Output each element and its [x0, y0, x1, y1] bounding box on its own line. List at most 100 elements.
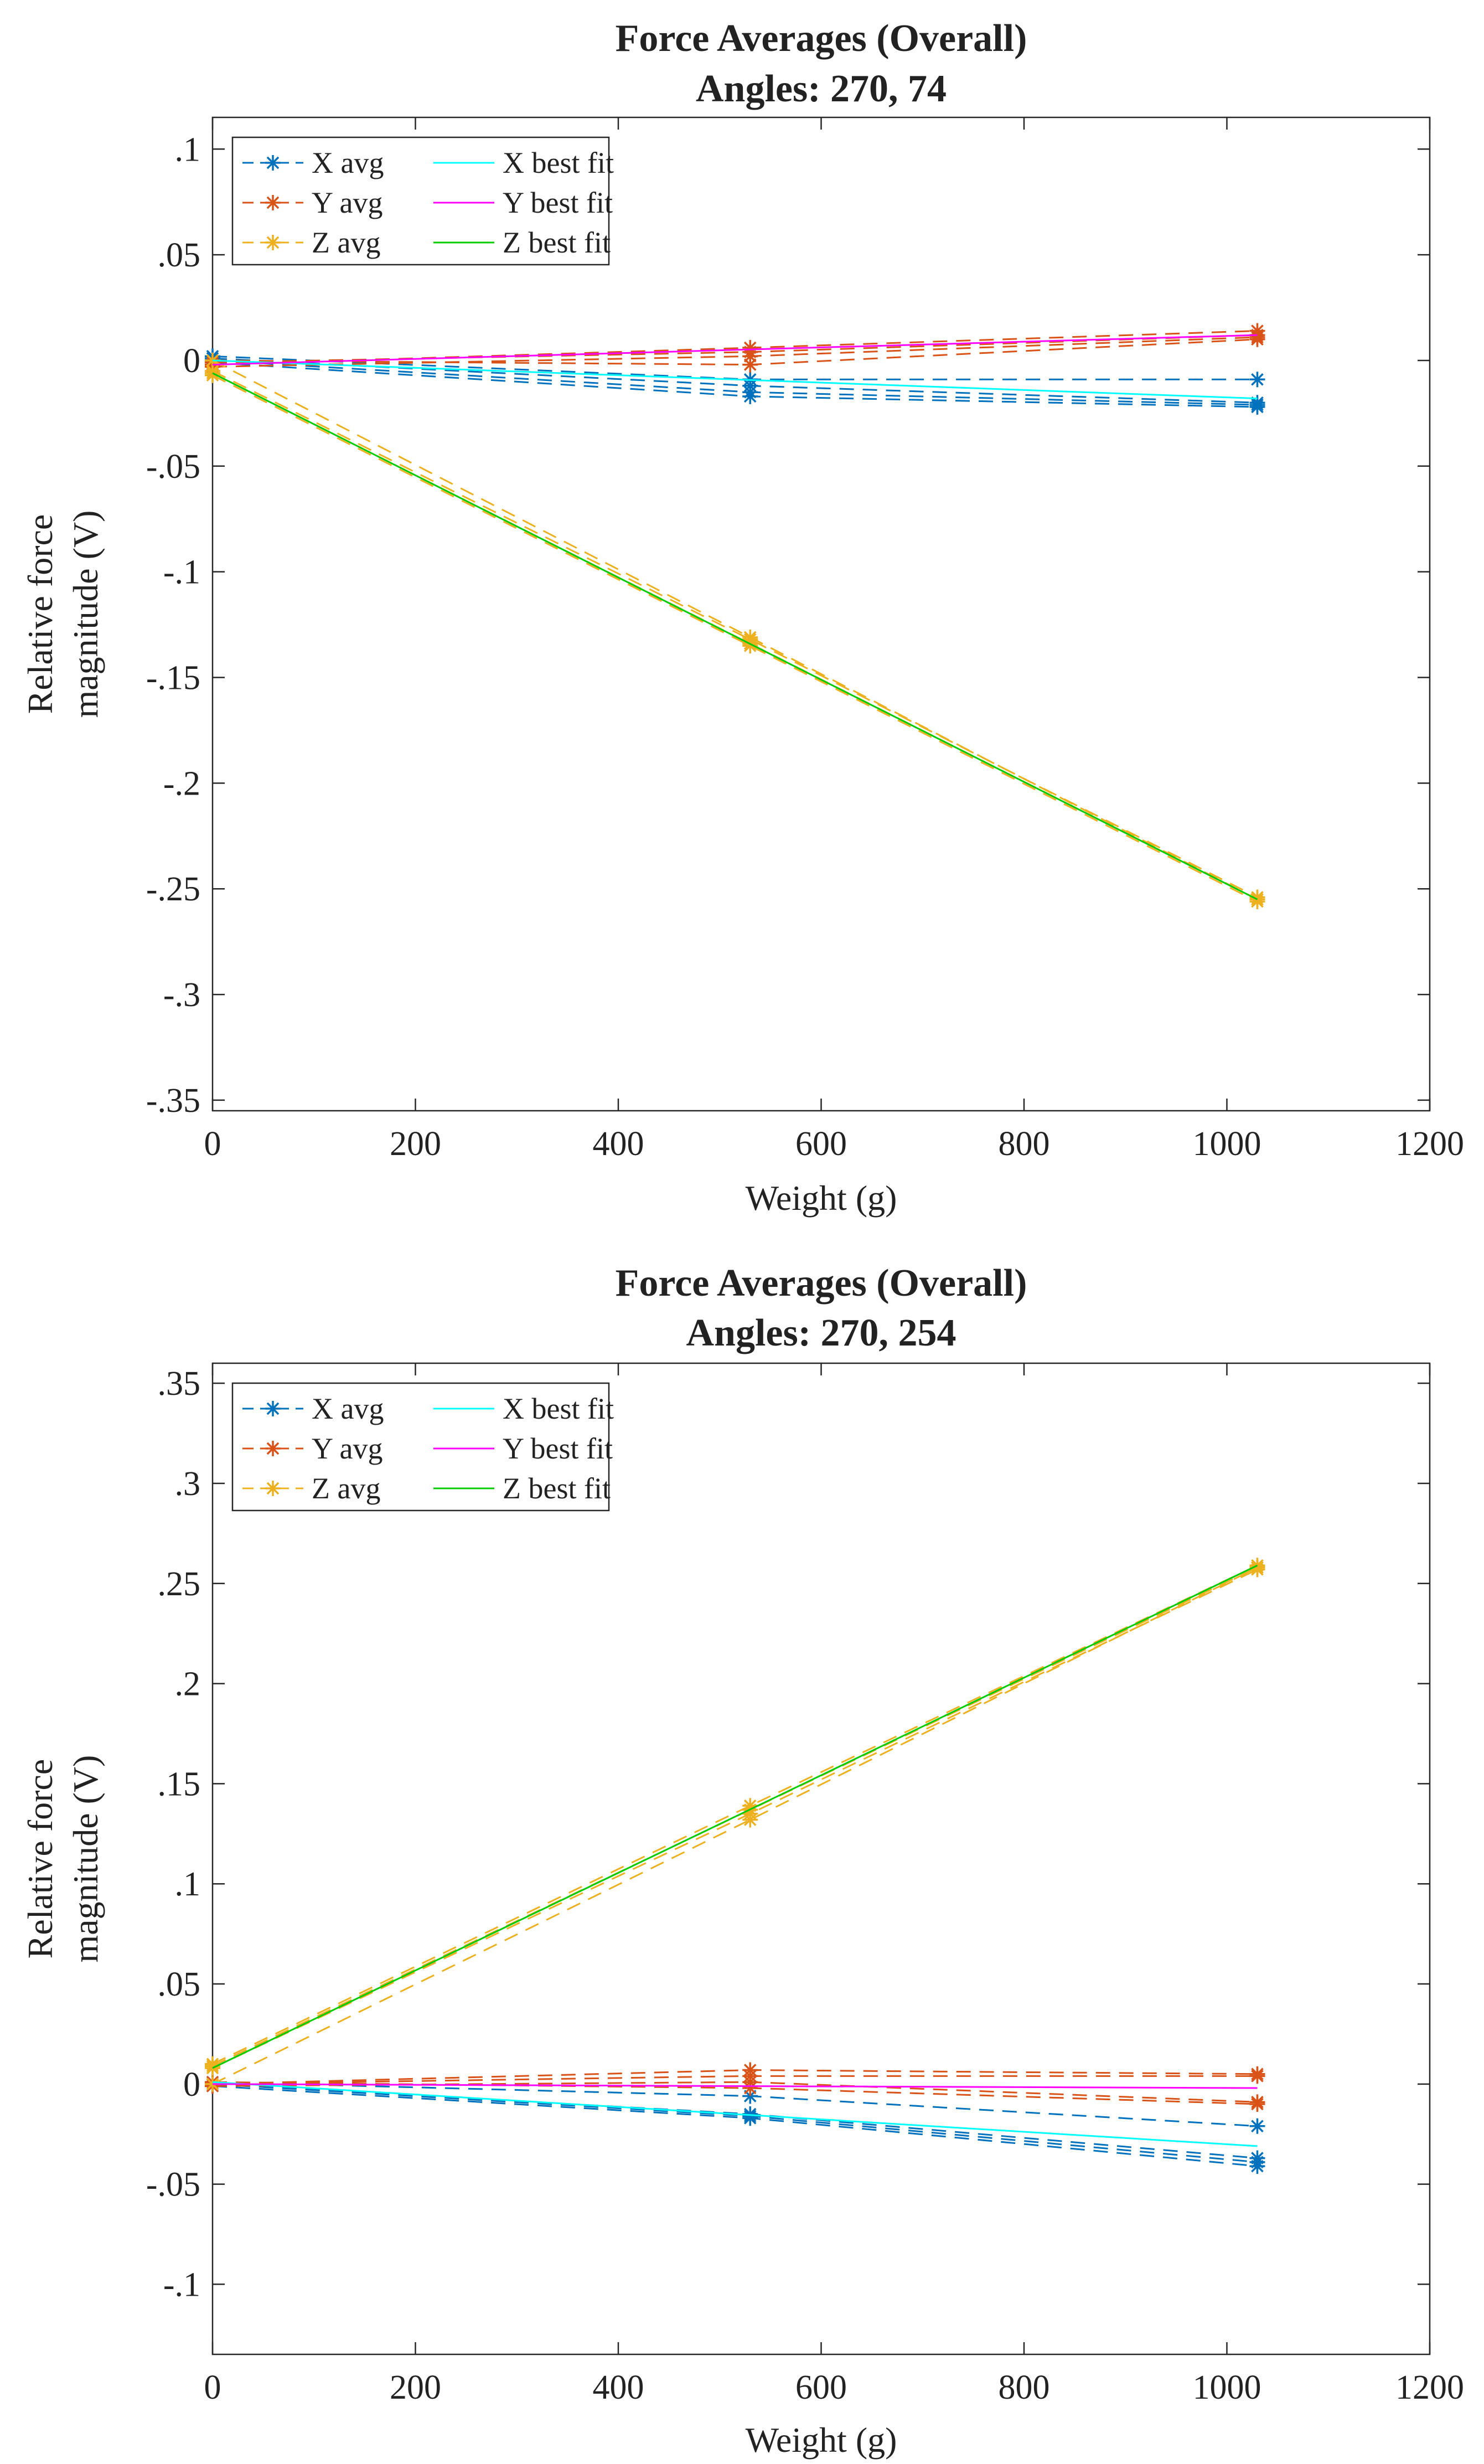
data-point-marker [742, 629, 758, 645]
y-tick-label: .15 [158, 1765, 201, 1803]
series-line-x-best-fit [212, 359, 1258, 400]
plot-area [211, 1362, 1431, 2355]
chart-title: Force Averages (Overall) [616, 17, 1027, 60]
y-axis-label: Relative force magnitude (V) [20, 511, 105, 718]
legend: X avg Y avg Z avg X best fit Y best fit Z bes… [231, 1382, 614, 1512]
x-tick-label: 800 [999, 1125, 1050, 1163]
y-tick-label: 0 [183, 342, 200, 380]
x-axis-label: Weight (g) [746, 1178, 897, 1218]
legend-label: X avg [312, 1392, 384, 1425]
data-point-marker [742, 388, 758, 404]
data-point-marker [1249, 2096, 1265, 2112]
data-point-marker [1249, 2118, 1265, 2134]
y-tick-label: .1 [175, 1865, 201, 1903]
y-tick-label: -.1 [163, 2266, 200, 2303]
legend-item-z-best-fit: Z best fit [433, 226, 611, 259]
legend-item-y-avg: Y avg [242, 186, 382, 219]
x-tick-label: 1000 [1193, 2369, 1261, 2406]
plot-area [211, 116, 1431, 1112]
data-point-marker [1249, 399, 1265, 415]
data-point-marker [205, 367, 220, 383]
series-line-y-best-fit [212, 2083, 1258, 2089]
series-line-z-avg [212, 374, 1258, 903]
y-axis-label-line-1: Relative force [20, 1759, 60, 1959]
data-point-marker [742, 357, 758, 373]
x-tick-label: 200 [390, 1125, 441, 1163]
legend-item-y-avg: Y avg [242, 1432, 382, 1465]
legend-box [231, 1382, 610, 1512]
legend-label: X best fit [503, 146, 614, 179]
legend-label: Z best fit [503, 1472, 611, 1505]
legend-label: X avg [312, 146, 384, 179]
y-tick-label: .05 [158, 236, 201, 274]
y-tick-label: -.05 [146, 448, 200, 486]
legend-label: Y best fit [503, 1432, 613, 1465]
y-tick-label: .35 [158, 1365, 201, 1403]
chart-1: Force Averages (Overall) Angles: 270, 74 0… [20, 17, 1464, 1218]
x-tick-label: 400 [593, 1125, 644, 1163]
chart-2: Force Averages (Overall) Angles: 270, 254… [20, 1262, 1464, 2460]
chart-title: Force Averages (Overall) [616, 1262, 1027, 1305]
data-point-marker [1249, 331, 1265, 347]
x-tick-label: 600 [795, 1125, 847, 1163]
x-tick-label: 1200 [1395, 2369, 1464, 2406]
legend-marker [265, 1441, 281, 1456]
x-tick-label: 0 [204, 2369, 221, 2406]
legend-marker [265, 195, 281, 210]
legend-marker [265, 1481, 281, 1496]
legend-label: Y avg [312, 186, 382, 219]
legend-item-x-avg: X avg [242, 1392, 384, 1425]
series-line-z-avg [212, 1566, 1258, 2085]
y-tick-label: -.3 [163, 976, 200, 1014]
x-tick-label: 800 [999, 2369, 1050, 2406]
y-axis-label-line-2: magnitude (V) [66, 1755, 105, 1963]
data-point-marker [1249, 2068, 1265, 2084]
x-tick-label: 400 [593, 2369, 644, 2406]
x-tick-label: 600 [795, 2369, 847, 2406]
y-tick-label: -.1 [163, 554, 200, 591]
legend-item-x-best-fit: X best fit [433, 1392, 614, 1425]
data-point-marker [1249, 372, 1265, 388]
data-point-marker [742, 1812, 758, 1828]
legend-item-x-avg: X avg [242, 146, 384, 179]
legend-label: Y avg [312, 1432, 382, 1465]
legend-item-z-avg: Z avg [242, 226, 380, 259]
x-tick-label: 1000 [1193, 1125, 1261, 1163]
legend: X avg Y avg Z avg X best fit Y best fit Z bes… [231, 136, 614, 266]
legend-item-y-best-fit: Y best fit [433, 186, 613, 219]
y-tick-label: .2 [175, 1666, 201, 1703]
data-point-marker [1249, 2158, 1265, 2174]
series-line-z-best-fit [212, 1564, 1258, 2069]
legend-label: Y best fit [503, 186, 613, 219]
legend-item-z-best-fit: Z best fit [433, 1472, 611, 1505]
y-tick-label: .3 [175, 1465, 201, 1503]
chart-subtitle: Angles: 270, 74 [696, 68, 947, 110]
y-axis-label-line-1: Relative force [20, 514, 60, 714]
legend-marker [265, 235, 281, 250]
legend-marker [265, 1401, 281, 1416]
legend-item-y-best-fit: Y best fit [433, 1432, 613, 1465]
legend-item-x-best-fit: X best fit [433, 146, 614, 179]
y-tick-label: -.2 [163, 765, 200, 802]
series-line-x-best-fit [212, 2081, 1258, 2147]
data-point-marker [742, 2080, 758, 2096]
y-tick-label: 0 [183, 2066, 200, 2104]
chart-subtitle: Angles: 270, 254 [686, 1312, 956, 1354]
y-tick-label: .1 [175, 131, 201, 168]
legend-box [231, 136, 610, 266]
y-axis-label: Relative force magnitude (V) [20, 1755, 105, 1963]
y-tick-label: .25 [158, 1565, 201, 1603]
y-tick-label: -.05 [146, 2166, 200, 2204]
y-axis-label-line-2: magnitude (V) [66, 511, 105, 718]
x-tick-label: 0 [204, 1125, 221, 1163]
legend-label: Z best fit [503, 226, 611, 259]
legend-marker [265, 155, 281, 171]
y-tick-label: .05 [158, 1966, 201, 2003]
x-tick-label: 1200 [1395, 1125, 1464, 1163]
series-line-z-best-fit [212, 372, 1258, 900]
legend-label: X best fit [503, 1392, 614, 1425]
legend-label: Z avg [312, 1472, 380, 1505]
legend-item-z-avg: Z avg [242, 1472, 380, 1505]
x-axis-label: Weight (g) [746, 2420, 897, 2460]
